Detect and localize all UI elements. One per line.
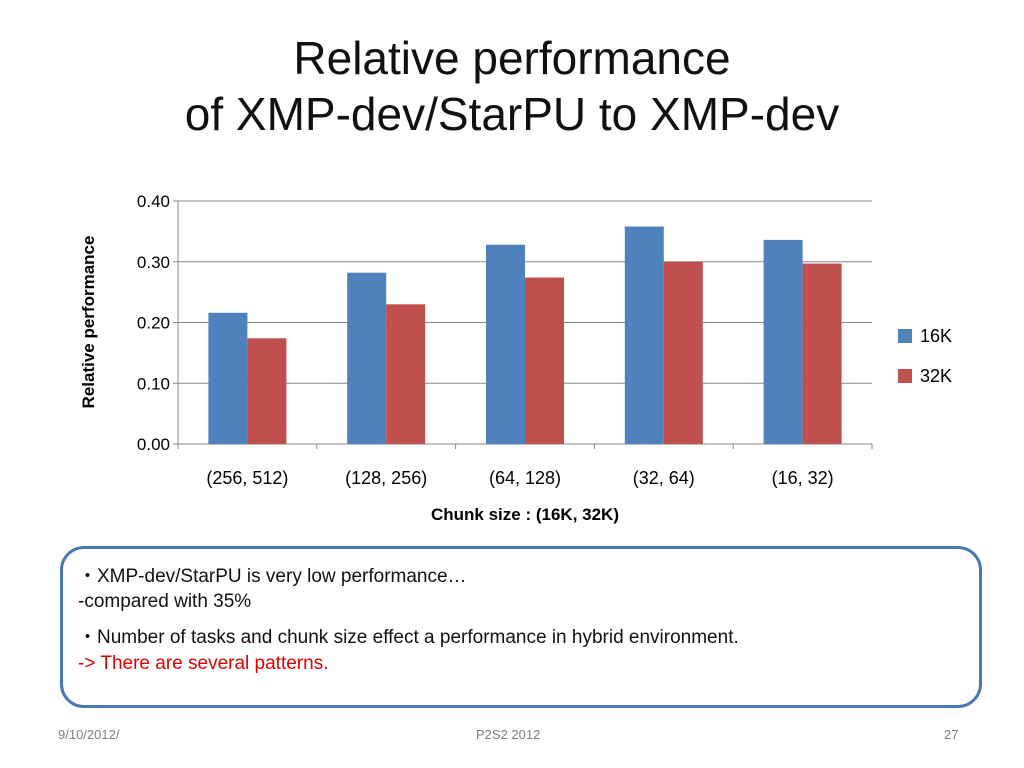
y-tick-label: 0.30 [137, 253, 170, 272]
bar-16K-3 [624, 226, 664, 444]
slide-title: Relative performance of XMP-dev/StarPU t… [0, 30, 1024, 142]
x-tick-label: (16, 32) [772, 468, 834, 488]
bar-32K-2 [525, 277, 564, 444]
bar-16K-2 [486, 244, 525, 444]
note-line-4: -> There are several patterns. [78, 653, 329, 674]
footer-page-number: 27 [944, 727, 959, 742]
bar-16K-0 [208, 312, 248, 444]
bar-32K-3 [663, 261, 703, 444]
note-line-1: ・XMP-dev/StarPU is very low performance… [78, 566, 467, 587]
y-tick-label: 0.20 [137, 314, 170, 333]
legend-swatch-16K [898, 329, 912, 343]
x-axis-title: Chunk size : (16K, 32K) [431, 505, 619, 524]
x-tick-label: (128, 256) [345, 468, 427, 488]
slide-title-line2: of XMP-dev/StarPU to XMP-dev [184, 88, 840, 140]
bar-32K-0 [247, 338, 287, 444]
notes-box [60, 546, 982, 708]
y-tick-label: 0.10 [137, 374, 170, 393]
bar-32K-4 [802, 263, 842, 444]
bar-16K-1 [347, 272, 387, 444]
footer-date: 9/10/2012/ [58, 727, 120, 742]
slide-title-line1: Relative performance [293, 32, 731, 84]
x-tick-label: (64, 128) [489, 468, 561, 488]
note-line-3: ・Number of tasks and chunk size effect a… [78, 627, 739, 648]
y-axis-title: Relative performance [79, 236, 98, 409]
note-line-2: -compared with 35% [78, 591, 252, 612]
y-tick-label: 0.00 [137, 435, 170, 454]
x-tick-label: (256, 512) [206, 468, 288, 488]
bar-chart: 0.00 0.10 0.20 0.30 0.40 (256, 512) (128, 256)… [79, 192, 952, 524]
x-tick-label: (32, 64) [633, 468, 695, 488]
legend-label-32K: 32K [920, 366, 952, 386]
bar-16K-4 [763, 239, 803, 444]
legend-swatch-32K [898, 369, 912, 383]
footer-event: P2S2 2012 [476, 727, 541, 742]
bar-32K-1 [386, 304, 426, 444]
y-tick-label: 0.40 [137, 192, 170, 211]
legend-label-16K: 16K [920, 326, 952, 346]
